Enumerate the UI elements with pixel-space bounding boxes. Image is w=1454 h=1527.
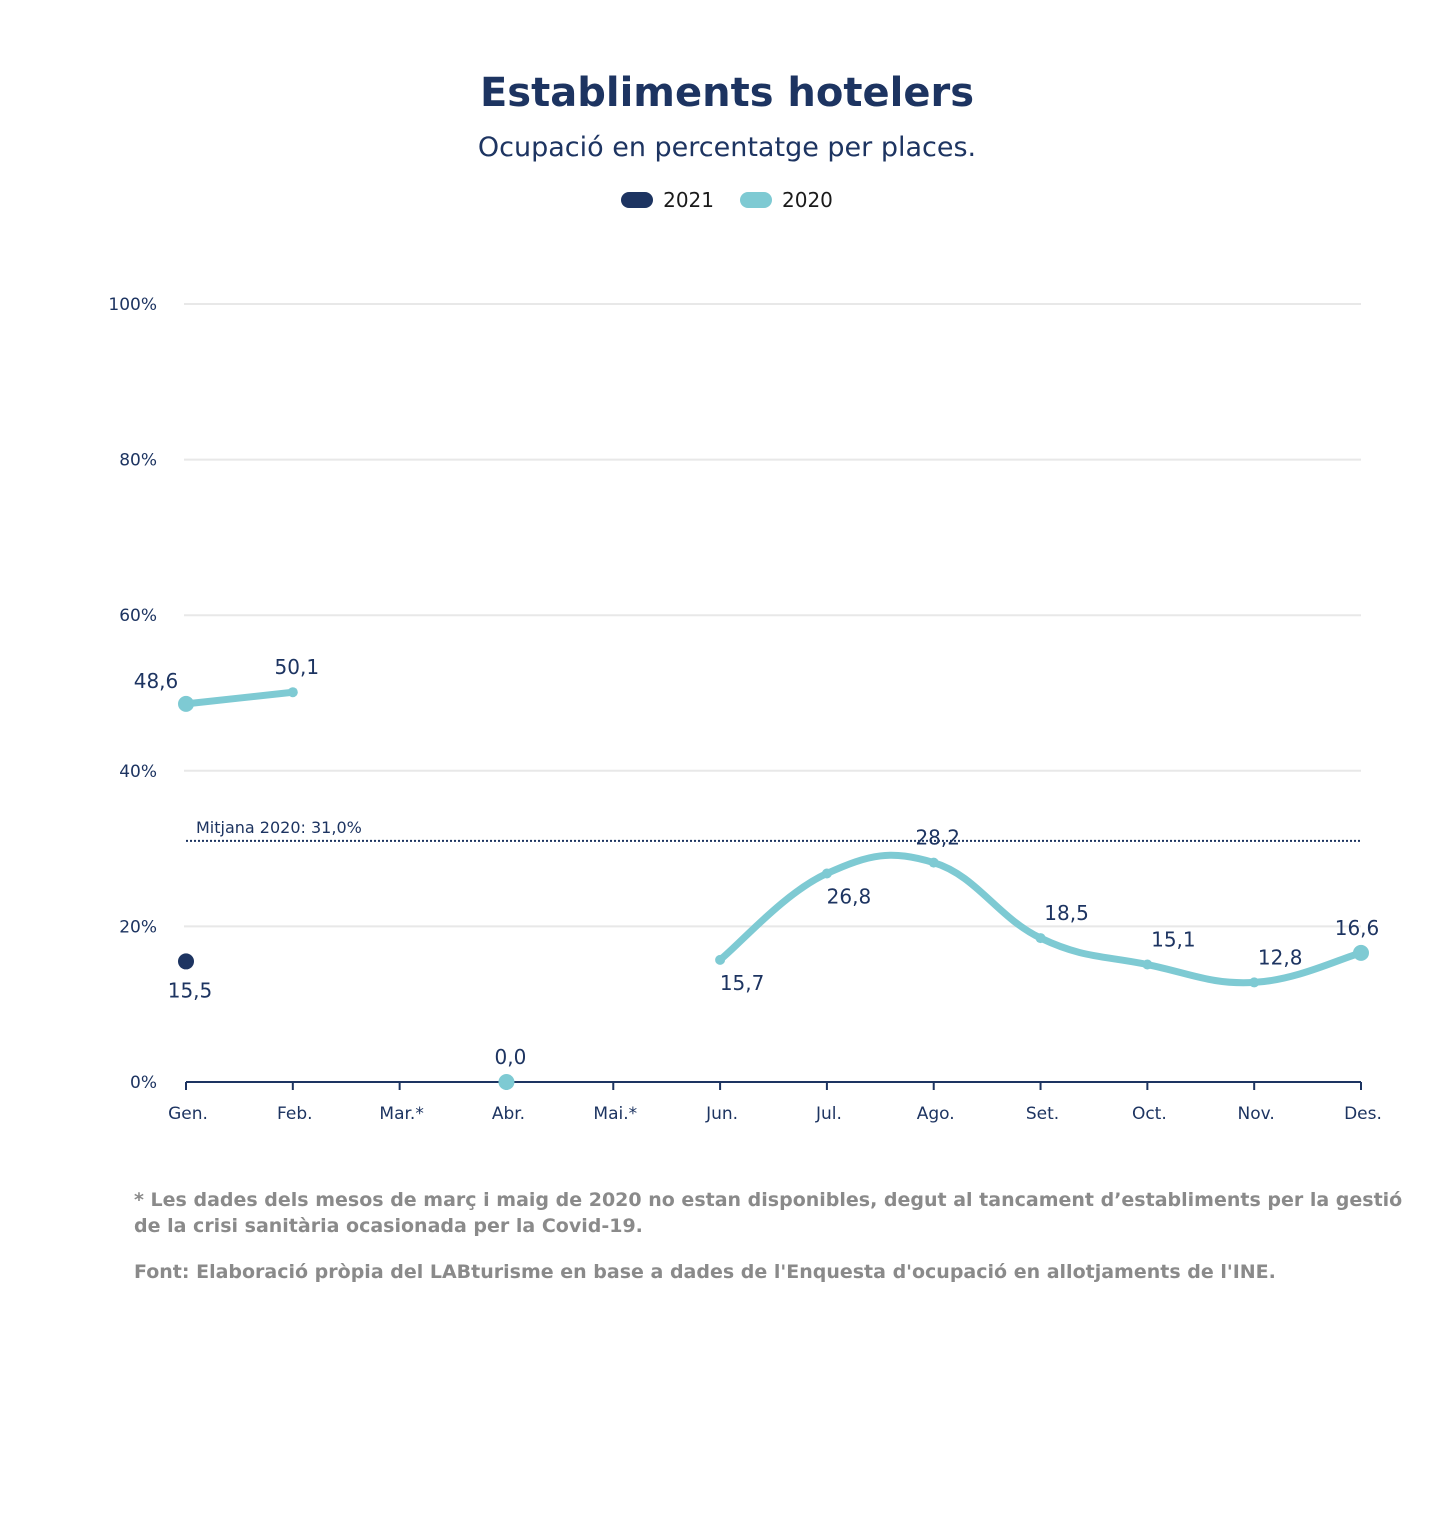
x-tick-label: Jun.: [705, 1104, 738, 1124]
x-tick-label: Mai.*: [593, 1104, 637, 1124]
y-tick-label: 20%: [119, 917, 157, 937]
data-point-2020: [1353, 944, 1369, 961]
data-label: 28,2: [915, 826, 960, 850]
x-tick-label: Abr.: [492, 1104, 525, 1124]
average-line-label: Mitjana 2020: 31,0%: [196, 818, 362, 837]
legend-label-2020: 2020: [782, 188, 833, 212]
data-point-2020: [928, 857, 939, 868]
data-label: 15,7: [720, 971, 765, 995]
line-chart: 0% 20% 40% 60% 80% 100% Gen. Feb. Mar.* Abr. Mai.*…: [108, 295, 1382, 1124]
x-tick-label: Des.: [1344, 1104, 1382, 1124]
data-label: 15,5: [168, 978, 213, 1002]
data-label: 15,1: [1151, 928, 1196, 952]
x-tick-label: Oct.: [1132, 1104, 1167, 1124]
x-tick-label: Jul.: [815, 1104, 842, 1124]
x-tick-label: Set.: [1026, 1104, 1059, 1124]
x-tick-label: Nov.: [1238, 1104, 1275, 1124]
y-tick-label: 80%: [119, 451, 157, 471]
data-point-2020: [715, 954, 726, 965]
y-tick-label: 100%: [108, 295, 157, 315]
data-point-2020: [178, 695, 194, 712]
x-tick-label: Ago.: [917, 1104, 955, 1124]
data-label: 16,6: [1335, 916, 1380, 940]
x-tick-label: Mar.*: [379, 1104, 423, 1124]
data-point-2020: [821, 868, 832, 879]
footnote: * Les dades dels mesos de març i maig de…: [134, 1189, 1403, 1237]
data-point-2020: [287, 687, 298, 698]
chart-title: Establiments hotelers: [479, 70, 975, 116]
data-point-2020: [498, 1074, 515, 1090]
y-tick-label: 0%: [130, 1073, 157, 1093]
data-label: 12,8: [1258, 945, 1303, 969]
legend-item-2021[interactable]: 2021: [621, 188, 714, 212]
legend: 2021 2020: [0, 188, 1454, 212]
legend-swatch-2020: [740, 192, 772, 208]
data-label: 0,0: [495, 1045, 527, 1069]
data-label: 50,1: [275, 655, 320, 679]
legend-item-2020[interactable]: 2020: [740, 188, 833, 212]
data-point-2020: [1035, 933, 1046, 944]
x-tick-label: Gen.: [168, 1104, 208, 1124]
x-tick-label: Feb.: [277, 1104, 313, 1124]
legend-swatch-2021: [621, 192, 654, 208]
legend-label-2021: 2021: [663, 188, 714, 212]
source-note: Font: Elaboració pròpia del LABturisme e…: [134, 1261, 1276, 1283]
data-label: 48,6: [134, 669, 179, 693]
data-label: 26,8: [827, 884, 872, 908]
y-tick-label: 60%: [119, 606, 157, 626]
data-point-2020: [1249, 977, 1260, 988]
data-label: 18,5: [1044, 901, 1089, 925]
series-line-2020: [182, 688, 297, 708]
chart-subtitle: Ocupació en percentatge per places.: [477, 132, 977, 163]
data-point-2021: [178, 953, 194, 970]
data-point-2020: [1142, 959, 1153, 970]
y-tick-label: 40%: [119, 762, 157, 782]
